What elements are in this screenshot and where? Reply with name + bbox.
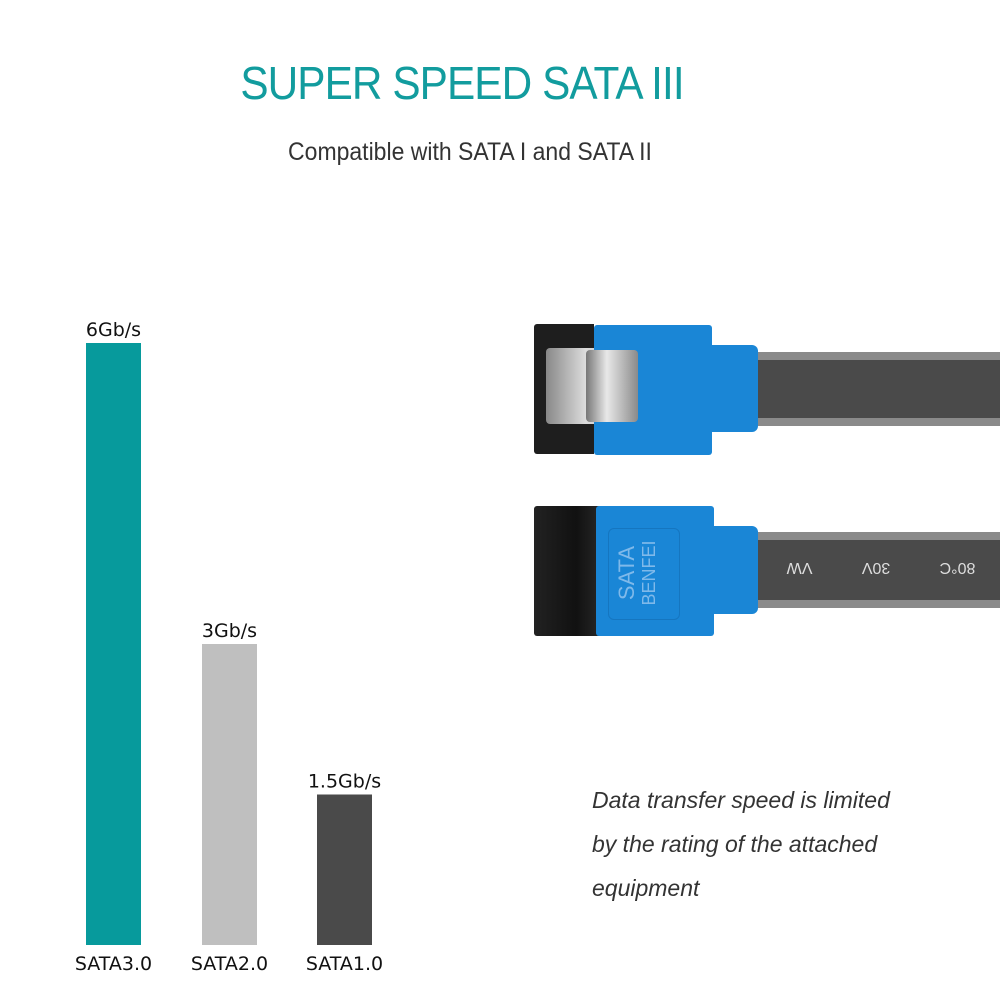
brand-logo: SATA BENFEI <box>614 528 666 618</box>
note-line: Data transfer speed is limited <box>592 787 890 813</box>
connector-bottom-neck <box>714 526 758 614</box>
marking-voltage: 30V <box>861 559 891 576</box>
marking-temp: 80°C <box>939 559 976 576</box>
page-title: SUPER SPEED SATA III <box>240 57 684 109</box>
speed-bar-chart: 6Gb/s SATA3.0 3Gb/s SATA2.0 1.5Gb/s SATA1.0 <box>75 319 383 975</box>
speed-note: Data transfer speed is limited by the ra… <box>592 778 972 910</box>
data-label: 1.5Gb/s <box>308 771 381 793</box>
connector-label-panel <box>608 528 680 620</box>
category-label: SATA2.0 <box>191 953 268 975</box>
category-label: SATA1.0 <box>306 953 383 975</box>
data-label: 6Gb/s <box>86 319 141 341</box>
category-label: SATA3.0 <box>75 953 152 975</box>
connector-label: SATA <box>614 545 639 601</box>
bar-sata2-0 <box>202 644 257 945</box>
cable-bottom <box>755 532 1000 608</box>
cable-markings: 80°C 30V VW <box>762 558 1000 576</box>
bar-sata1-0 <box>317 794 372 945</box>
note-line: by the rating of the attached <box>592 831 878 857</box>
connector-bottom <box>596 506 714 636</box>
marking-vw: VW <box>786 559 813 576</box>
connector-brand: BENFEI <box>639 540 659 606</box>
bar-sata3-0 <box>86 343 141 945</box>
latch-metal-front <box>586 350 638 422</box>
page-subtitle: Compatible with SATA I and SATA II <box>288 138 652 166</box>
data-label: 3Gb/s <box>202 620 257 642</box>
cable-top <box>755 352 1000 426</box>
connector-top-neck <box>712 345 758 432</box>
plug-bottom <box>534 506 604 636</box>
note-line: equipment <box>592 875 700 901</box>
